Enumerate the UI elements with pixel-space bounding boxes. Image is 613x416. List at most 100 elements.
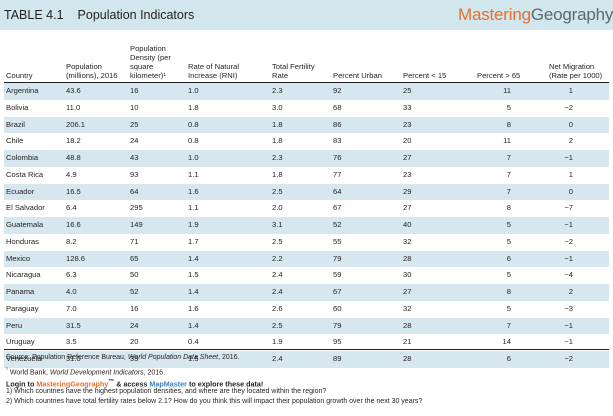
table-title: TABLE 4.1 Population Indicators <box>4 8 194 22</box>
cell-over65: 7 <box>475 150 547 167</box>
cell-rni: 1.4 <box>186 250 270 268</box>
cell-density: 50 <box>130 270 139 280</box>
table-notes: Source: Population Reference Bureau, Wor… <box>6 351 606 379</box>
table-header-bar: TABLE 4.1 Population Indicators Mastering… <box>0 0 613 30</box>
table-row: Paraguay 7.0 16 1.6 2.6 60 32 5 −3 <box>4 301 609 318</box>
col-header-density: Population Density (per square kilometer… <box>130 44 171 80</box>
cell-density: 24 <box>130 136 139 146</box>
cell-over65: 7 <box>475 183 547 201</box>
cell-country: Ecuador <box>4 183 64 201</box>
cell-over65: 7 <box>506 169 511 179</box>
table-row: Uruguay 3.5 20 0.4 1.9 95 21 14 −1 <box>4 334 609 351</box>
cell-under15: 27 <box>403 203 412 213</box>
cell-urban: 67 <box>331 284 401 301</box>
cell-under15: 28 <box>401 250 475 268</box>
cell-population: 31.5 <box>64 317 128 335</box>
cell-population: 18.2 <box>66 136 81 146</box>
cell-fertility: 2.4 <box>270 284 331 301</box>
cell-rni: 1.5 <box>188 270 199 280</box>
cell-population: 11.0 <box>66 102 81 112</box>
cell-over65: 6 <box>475 250 547 268</box>
cell-rni: 1.4 <box>186 317 270 335</box>
cell-rni: 1.7 <box>188 236 199 246</box>
col-header-under15: Percent < 15 <box>403 71 447 80</box>
cell-density: 16 <box>128 82 186 100</box>
cell-under15: 32 <box>403 303 412 313</box>
table-row: Nicaragua 6.3 50 1.5 2.4 59 30 5 −4 <box>4 267 609 284</box>
cell-under15: 20 <box>403 136 412 146</box>
cell-over65: 8 <box>475 116 547 134</box>
cell-density: 295 <box>130 203 143 213</box>
cell-density: 25 <box>128 116 186 134</box>
cell-fertility: 2.0 <box>272 203 283 213</box>
cell-over65: 11 <box>503 136 511 146</box>
login-middle: & access <box>114 379 150 389</box>
cell-urban: 89 <box>331 351 401 368</box>
cell-density: 71 <box>130 236 139 246</box>
cell-rni: 1.1 <box>188 169 199 179</box>
table-row: Costa Rica 4.9 93 1.1 1.8 77 23 7 1 <box>4 167 609 184</box>
cell-fertility: 2.5 <box>270 317 331 335</box>
cell-population: 8.2 <box>66 236 77 246</box>
cell-urban: 67 <box>333 203 342 213</box>
cell-fertility: 2.4 <box>270 351 331 368</box>
cell-country: Mexico <box>4 250 64 268</box>
cell-urban: 76 <box>331 150 401 167</box>
table-body: Argentina 43.6 16 1.0 2.3 92 25 11 1 Bolivia 11.0 1… <box>4 82 609 368</box>
cell-urban: 83 <box>333 136 342 146</box>
cell-fertility: 1.8 <box>270 116 331 134</box>
cell-fertility: 1.9 <box>272 337 283 347</box>
cell-under15: 23 <box>403 169 412 179</box>
login-tm: ™ <box>108 379 115 385</box>
table-row: Venezuela 31.0 35 1.5 2.4 89 28 6 −2 <box>4 351 609 368</box>
cell-rni: 1.0 <box>186 150 270 167</box>
cell-population: 128.6 <box>64 250 128 268</box>
cell-urban: 60 <box>333 303 342 313</box>
cell-country: Venezuela <box>4 351 64 368</box>
cell-population: 16.6 <box>64 217 128 234</box>
cell-urban: 68 <box>333 102 342 112</box>
table-row: Ecuador 16.5 64 1.6 2.5 64 29 7 0 <box>4 183 609 201</box>
cell-fertility: 3.1 <box>270 217 331 234</box>
mapmaster-link[interactable]: MapMaster <box>149 379 187 389</box>
col-header-migration: Net Migration (Rate per 1000) <box>549 62 603 80</box>
cell-over65: 14 <box>502 337 511 347</box>
cell-rni: 1.9 <box>186 217 270 234</box>
cell-under15: 33 <box>403 102 412 112</box>
cell-migration: 0 <box>547 116 609 134</box>
col-header-fertility: Total Fertility Rate <box>272 62 315 80</box>
cell-country: Costa Rica <box>6 169 44 179</box>
cell-country: Brazil <box>4 116 64 134</box>
cell-rni: 1.6 <box>186 183 270 201</box>
cell-urban: 86 <box>331 116 401 134</box>
cell-over65: 7 <box>475 317 547 335</box>
cell-population: 43.6 <box>64 82 128 100</box>
cell-urban: 79 <box>331 250 401 268</box>
cell-population: 206.1 <box>64 116 128 134</box>
cell-population: 3.5 <box>66 337 77 347</box>
cell-country: Guatemala <box>4 217 64 234</box>
table-bottom-rule <box>4 349 609 350</box>
col-header-rni: Rate of Natural Increase (RNI) <box>188 62 240 80</box>
cell-over65: 5 <box>506 303 511 313</box>
source-suffix: , 2016. <box>218 354 240 361</box>
cell-density: 65 <box>128 250 186 268</box>
table-row: El Salvador 6.4 295 1.1 2.0 67 27 8 −7 <box>4 200 609 217</box>
mastering-geography-link[interactable]: MasteringGeography <box>36 379 109 389</box>
cell-fertility: 1.8 <box>272 136 283 146</box>
footnote-suffix: , 2016. <box>143 369 166 377</box>
cell-fertility: 2.6 <box>272 303 283 313</box>
cell-migration: 0 <box>547 183 609 201</box>
col-header-urban: Percent Urban <box>333 71 382 80</box>
cell-population: 7.0 <box>66 303 77 313</box>
cell-country: Uruguay <box>6 337 35 347</box>
cell-under15: 27 <box>401 284 475 301</box>
source-prefix: Source: Population Reference Bureau, <box>6 354 128 361</box>
cell-migration: −4 <box>564 270 573 280</box>
cell-over65: 5 <box>506 270 511 280</box>
cell-under15: 30 <box>403 270 412 280</box>
cell-migration: −2 <box>564 236 573 246</box>
cell-fertility: 2.5 <box>270 183 331 201</box>
cell-population: 6.4 <box>66 203 77 213</box>
cell-country: Nicaragua <box>6 270 41 280</box>
